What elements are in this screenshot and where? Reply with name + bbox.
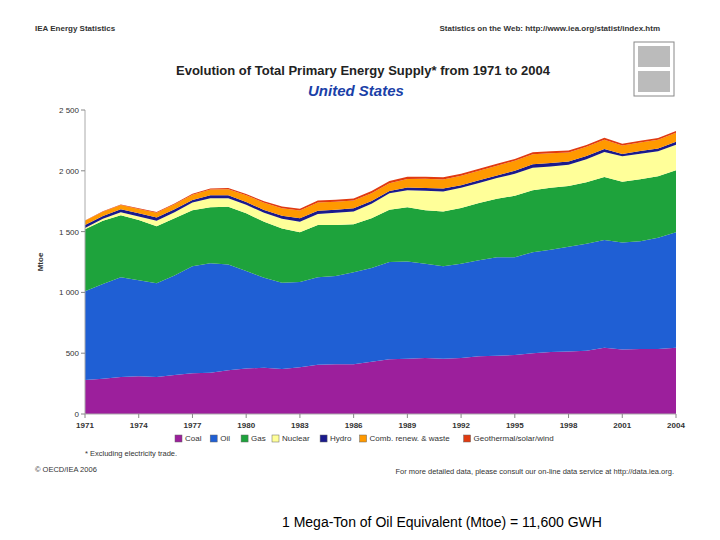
x-tick xyxy=(676,414,677,418)
x-tick xyxy=(299,414,300,418)
legend-label: Hydro xyxy=(330,434,352,443)
legend-label: Oil xyxy=(220,434,230,443)
y-tick xyxy=(81,353,85,354)
legend-swatch xyxy=(241,435,248,442)
x-tick xyxy=(622,414,623,418)
legend-swatch xyxy=(360,435,367,442)
legend-label: Coal xyxy=(185,434,202,443)
x-tick xyxy=(514,414,515,418)
x-tick-label: 1974 xyxy=(130,421,148,430)
x-tick xyxy=(85,414,86,418)
x-tick-label: 1983 xyxy=(291,421,309,430)
x-axis xyxy=(85,414,676,415)
y-tick-label: 2 000 xyxy=(59,167,80,176)
legend-swatch xyxy=(175,435,182,442)
x-tick-label: 1977 xyxy=(184,421,202,430)
y-tick-label: 500 xyxy=(66,349,80,358)
y-tick xyxy=(81,231,85,232)
x-tick xyxy=(461,414,462,418)
legend-label: Geothermal/solar/wind xyxy=(474,434,554,443)
subtitle: United States xyxy=(308,82,404,99)
header-right: Statistics on the Web: http://www.iea.or… xyxy=(440,24,660,33)
y-tick-label: 0 xyxy=(75,410,80,419)
caption: 1 Mega-Ton of Oil Equivalent (Mtoe) = 11… xyxy=(282,514,602,530)
legend-swatch xyxy=(320,435,327,442)
x-tick-label: 2001 xyxy=(613,421,631,430)
y-tick xyxy=(81,170,85,171)
footnote: * Excluding electricity trade. xyxy=(85,449,177,458)
y-tick-label: 2 500 xyxy=(59,106,80,115)
copyright: © OECD/IEA 2006 xyxy=(35,465,97,474)
legend-swatch xyxy=(272,435,279,442)
x-tick-label: 1989 xyxy=(398,421,416,430)
legend-label: Comb. renew. & waste xyxy=(370,434,451,443)
x-tick-label: 1986 xyxy=(345,421,363,430)
x-tick xyxy=(353,414,354,418)
header-left: IEA Energy Statistics xyxy=(35,24,116,33)
legend-label: Nuclear xyxy=(282,434,310,443)
x-tick-label: 1998 xyxy=(560,421,578,430)
title: Evolution of Total Primary Energy Supply… xyxy=(176,63,551,78)
area xyxy=(85,131,676,221)
y-tick-label: 1 500 xyxy=(59,228,80,237)
chart: IEA Energy Statistics Statistics on the W… xyxy=(0,0,720,540)
y-tick xyxy=(81,110,85,111)
x-tick-label: 1971 xyxy=(76,421,94,430)
x-tick-label: 1992 xyxy=(452,421,470,430)
y-label: Mtoe xyxy=(36,252,45,271)
y-axis xyxy=(85,110,86,414)
area xyxy=(85,133,676,225)
x-tick xyxy=(192,414,193,418)
logo-part xyxy=(638,46,670,67)
legend-swatch xyxy=(464,435,471,442)
x-tick xyxy=(407,414,408,418)
legend-swatch xyxy=(210,435,217,442)
logo xyxy=(634,42,674,96)
y-tick-label: 1 000 xyxy=(59,288,80,297)
x-tick xyxy=(568,414,569,418)
logo-part xyxy=(638,71,670,92)
x-tick-label: 1980 xyxy=(237,421,255,430)
x-tick xyxy=(246,414,247,418)
areas xyxy=(85,131,676,414)
x-tick-label: 1995 xyxy=(506,421,524,430)
x-tick-label: 2004 xyxy=(667,421,685,430)
x-tick xyxy=(138,414,139,418)
y-tick xyxy=(81,292,85,293)
source-note: For more detailed data, please consult o… xyxy=(396,467,675,476)
legend-label: Gas xyxy=(251,434,266,443)
y-tick xyxy=(81,414,85,415)
